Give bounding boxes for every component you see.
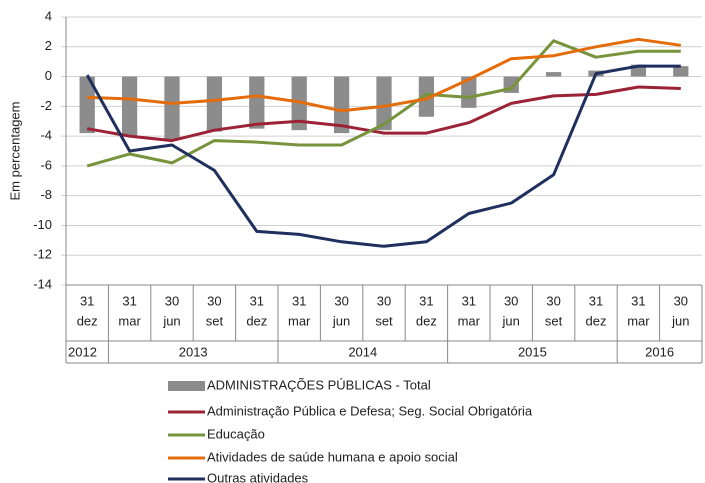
x-tick-label: mar <box>458 313 481 328</box>
x-tick-label: jun <box>671 313 689 328</box>
x-tick-label: 31 <box>419 293 433 308</box>
x-tick-label: jun <box>162 313 180 328</box>
x-tick-label: 30 <box>377 293 391 308</box>
line <box>86 85 681 143</box>
bar <box>630 64 647 77</box>
x-tick-label: 31 <box>462 293 476 308</box>
x-tick-label: 30 <box>334 293 348 308</box>
bar <box>333 76 350 134</box>
x-tick-label: 30 <box>165 293 179 308</box>
x-tick-label: jun <box>332 313 350 328</box>
y-tick-label: -14 <box>33 276 52 291</box>
legend-label: Administração Pública e Defesa; Seg. Soc… <box>207 403 533 418</box>
bar <box>545 72 562 77</box>
x-tick-label: set <box>375 313 393 328</box>
year-label: 2015 <box>518 344 547 359</box>
bar <box>206 76 223 132</box>
x-tick-label: 31 <box>122 293 136 308</box>
year-label: 2016 <box>645 344 674 359</box>
bar <box>461 76 477 108</box>
y-tick-label: -4 <box>40 128 52 143</box>
bar <box>164 76 180 140</box>
y-tick-label: 0 <box>45 68 52 83</box>
bar <box>376 76 392 131</box>
y-tick-label: -10 <box>33 217 52 232</box>
legend-label: Educação <box>207 426 265 441</box>
x-tick-label: 30 <box>504 293 518 308</box>
y-tick-label: 4 <box>45 8 52 23</box>
x-tick-label: set <box>206 313 224 328</box>
x-tick-label: mar <box>627 313 650 328</box>
line <box>86 39 681 168</box>
y-tick-label: 2 <box>45 38 52 53</box>
x-tick-label: 31 <box>589 293 603 308</box>
x-tick-label: mar <box>288 313 311 328</box>
x-tick-label: 31 <box>292 293 306 308</box>
x-tick-label: 31 <box>631 293 645 308</box>
y-tick-label: -12 <box>33 247 52 262</box>
x-tick-label: 30 <box>207 293 221 308</box>
x-tick-label: 30 <box>546 293 560 308</box>
x-tick-label: 31 <box>80 293 94 308</box>
bar <box>79 76 95 134</box>
y-tick-label: -6 <box>40 157 52 172</box>
y-tick-label: -8 <box>40 187 52 202</box>
bar <box>418 76 435 117</box>
x-tick-label: 31 <box>250 293 264 308</box>
x-tick-label: dez <box>586 313 607 328</box>
x-tick-label: 30 <box>674 293 688 308</box>
x-tick-label: mar <box>118 313 141 328</box>
line <box>85 64 681 248</box>
x-tick-label: dez <box>246 313 267 328</box>
x-tick-label: jun <box>502 313 520 328</box>
year-label: 2012 <box>68 344 97 359</box>
bar <box>249 76 265 129</box>
line <box>87 37 682 113</box>
legend-label: Atividades de saúde humana e apoio socia… <box>207 449 458 464</box>
x-tick-label: dez <box>416 313 437 328</box>
legend-label: ADMINISTRAÇÕES PÚBLICAS - Total <box>207 377 431 392</box>
bar <box>121 76 138 137</box>
y-tick-label: -2 <box>40 98 52 113</box>
legend-swatch <box>168 381 205 391</box>
year-label: 2013 <box>179 344 208 359</box>
x-tick-label: set <box>545 313 563 328</box>
year-label: 2014 <box>348 344 377 359</box>
y-axis-label: Em percentagem <box>7 102 22 201</box>
x-tick-label: dez <box>77 313 98 328</box>
bar <box>673 66 689 77</box>
legend-label: Outras atividades <box>207 470 309 483</box>
